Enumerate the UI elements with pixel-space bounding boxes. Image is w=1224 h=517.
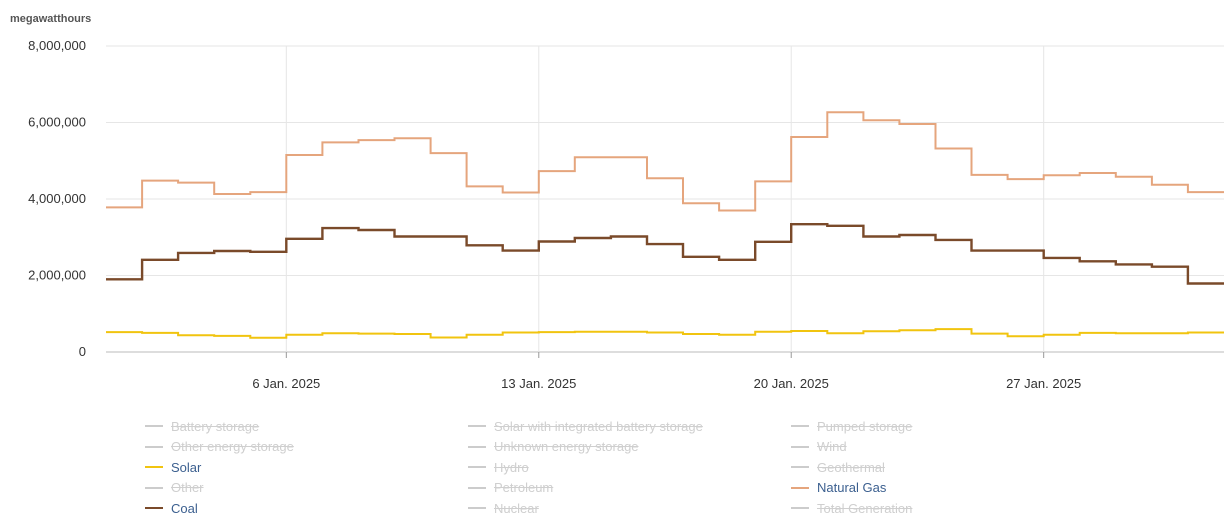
legend-swatch	[468, 445, 486, 448]
y-tick-label: 6,000,000	[28, 115, 86, 130]
y-tick-label: 2,000,000	[28, 268, 86, 283]
legend-swatch	[791, 507, 809, 509]
x-tick-label: 6 Jan. 2025	[252, 376, 320, 391]
legend-item-solar[interactable]: Solar	[145, 458, 468, 476]
legend-label: Wind	[817, 439, 847, 454]
legend-swatch	[791, 425, 809, 427]
legend-swatch	[468, 486, 486, 489]
legend-item-pumped-storage[interactable]: Pumped storage	[791, 417, 1121, 435]
legend-label: Total Generation	[817, 500, 913, 516]
x-tick-label: 20 Jan. 2025	[754, 376, 829, 391]
legend-swatch	[791, 486, 809, 489]
legend-swatch	[145, 466, 163, 468]
legend-swatch	[468, 425, 486, 427]
legend-item-solar-with-integrated-battery-storage[interactable]: Solar with integrated battery storage	[468, 417, 791, 435]
legend-item-other-energy-storage[interactable]: Other energy storage	[145, 438, 468, 456]
legend-item-total-generation[interactable]: Total Generation	[791, 499, 1121, 517]
generation-chart: megawatthours 0 2,000,000 4,000,000 6,000,0…	[10, 13, 1224, 391]
legend-label: Hydro	[494, 459, 529, 475]
legend-label: Coal	[171, 500, 198, 516]
legend-item-coal[interactable]: Coal	[145, 499, 468, 517]
legend-item-wind[interactable]: Wind	[791, 438, 1121, 456]
series-lines	[106, 111, 1224, 339]
legend-item-geothermal[interactable]: Geothermal	[791, 458, 1121, 476]
legend-label: Solar with integrated battery storage	[494, 418, 703, 434]
series-line-natural-gas	[106, 111, 1224, 212]
legend-item-hydro[interactable]: Hydro	[468, 458, 791, 476]
legend-label: Nuclear	[494, 500, 539, 516]
legend-label: Other	[171, 480, 204, 495]
legend-label: Natural Gas	[817, 480, 887, 495]
legend-swatch	[468, 507, 486, 509]
legend-label: Battery storage	[171, 418, 260, 434]
y-tick-label: 0	[79, 344, 86, 359]
legend-item-petroleum[interactable]: Petroleum	[468, 479, 791, 497]
y-tick-label: 4,000,000	[28, 191, 86, 206]
legend-label: Unknown energy storage	[494, 439, 639, 454]
legend-label: Geothermal	[817, 459, 885, 475]
legend-swatch	[791, 466, 809, 468]
legend-label: Other energy storage	[171, 439, 294, 454]
legend-swatch	[145, 507, 163, 509]
legend-item-other[interactable]: Other	[145, 479, 468, 497]
legend-swatch	[145, 486, 163, 489]
legend-item-unknown-energy-storage[interactable]: Unknown energy storage	[468, 438, 791, 456]
legend-item-battery-storage[interactable]: Battery storage	[145, 417, 468, 435]
legend-item-natural-gas[interactable]: Natural Gas	[791, 479, 1121, 497]
legend-swatch	[145, 425, 163, 427]
legend-label: Solar	[171, 459, 202, 475]
series-line-coal	[106, 223, 1224, 285]
x-tick-label: 27 Jan. 2025	[1006, 376, 1081, 391]
legend-label: Petroleum	[494, 480, 554, 495]
x-tick-label: 13 Jan. 2025	[501, 376, 576, 391]
legend-label: Pumped storage	[817, 418, 913, 434]
legend: Battery storage Solar with integrated bat…	[145, 417, 1121, 517]
legend-swatch	[145, 445, 163, 448]
gridlines	[106, 45, 1224, 353]
legend-swatch	[468, 466, 486, 468]
series-line-solar	[106, 328, 1224, 339]
x-axis: 6 Jan. 2025 13 Jan. 2025 20 Jan. 2025 27 Ja…	[252, 352, 1081, 391]
y-axis: 0 2,000,000 4,000,000 6,000,000 8,000,000	[28, 38, 86, 359]
legend-swatch	[791, 445, 809, 448]
unit-label: megawatthours	[10, 13, 91, 25]
y-tick-label: 8,000,000	[28, 38, 86, 53]
legend-item-nuclear[interactable]: Nuclear	[468, 499, 791, 517]
